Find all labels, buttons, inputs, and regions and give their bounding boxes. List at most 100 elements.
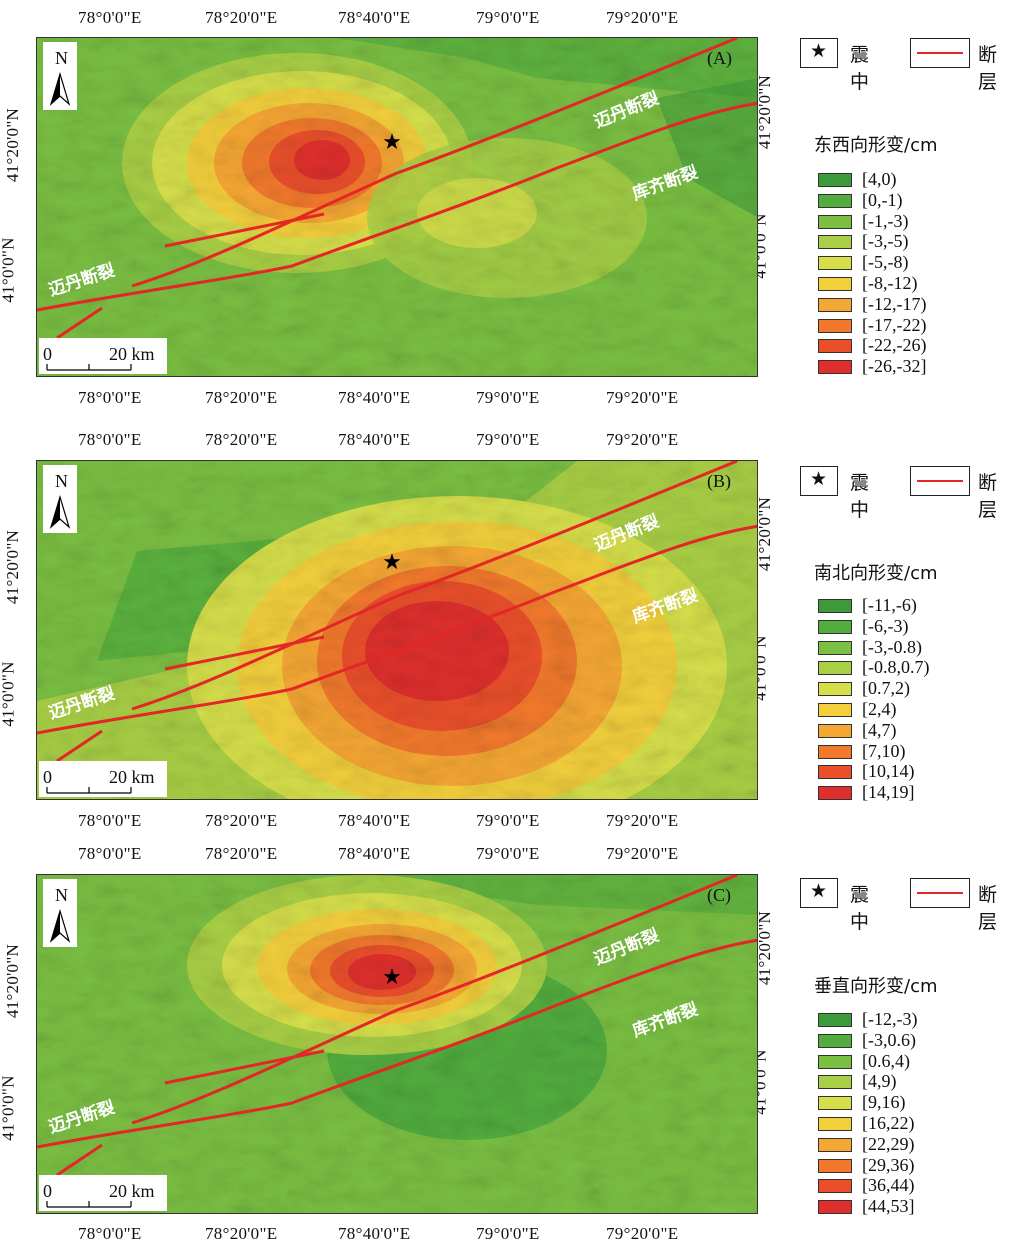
lon-tick-bottom: 78°40'0"E xyxy=(338,388,411,407)
legend-title: 南北向形变/cm xyxy=(814,563,938,584)
legend-range-label: [4,9) xyxy=(862,1071,897,1092)
legend-swatch xyxy=(818,661,852,676)
legend-swatch xyxy=(818,744,852,759)
legend-swatch xyxy=(818,1137,852,1152)
scale-bar xyxy=(46,1201,132,1208)
legend-swatch xyxy=(818,193,852,208)
lon-tick-top: 78°40'0"E xyxy=(338,844,411,863)
lat-tick-left: 41°0'0"N xyxy=(0,1075,18,1141)
lon-tick-top: 78°0'0"E xyxy=(78,844,142,863)
legend-swatch xyxy=(818,619,852,634)
scale-zero: 0 xyxy=(43,767,52,787)
lon-tick-bottom: 79°0'0"E xyxy=(476,1224,540,1243)
panel-label: (C) xyxy=(707,885,731,906)
legend-swatch xyxy=(818,360,852,375)
deformation-map-b: ★ 迈丹断裂 库齐断裂 迈丹断裂 N (B) 0 20 km xyxy=(36,460,758,800)
lon-tick-top: 79°20'0"E xyxy=(606,430,679,449)
legend-epicenter-label: 震中 xyxy=(850,884,870,933)
legend-swatch xyxy=(818,1158,852,1173)
deformation-map-a: ★ 迈丹断裂 库齐断裂 迈丹断裂 N (A) 0 20 km xyxy=(36,37,758,377)
lon-tick-top: 79°20'0"E xyxy=(606,844,679,863)
legend-range-label: [9,16) xyxy=(862,1092,906,1113)
scale-dist: 20 km xyxy=(109,767,155,787)
lon-tick-top: 79°20'0"E xyxy=(606,8,679,27)
scale-bar xyxy=(46,787,132,794)
scale-zero: 0 xyxy=(43,344,52,364)
legend-range-label: [-6,-3) xyxy=(862,615,909,636)
legend-range-label: [10,14) xyxy=(862,761,915,782)
lat-tick-left: 41°0'0"N xyxy=(0,237,18,303)
legend-swatch xyxy=(818,339,852,354)
legend-range-label: [-8,-12) xyxy=(862,273,918,293)
lon-tick-top: 79°0'0"E xyxy=(476,430,540,449)
scale-bar-box xyxy=(39,338,167,374)
legend-swatch xyxy=(818,173,852,187)
panel-label: (A) xyxy=(707,48,732,69)
legend-swatch xyxy=(818,318,852,333)
legend-swatch xyxy=(818,214,852,229)
legend-swatch xyxy=(818,277,852,291)
legend-range-label: [-3,-0.8) xyxy=(862,636,922,657)
lat-tick-right: 41°20'0"N xyxy=(755,910,775,986)
legend-range-label: [2,4) xyxy=(862,699,897,719)
lon-tick-bottom: 78°20'0"E xyxy=(205,811,278,830)
legend-swatch xyxy=(818,297,852,312)
legend-swatch xyxy=(818,1117,852,1131)
legend-swatch xyxy=(818,1075,852,1090)
north-label: N xyxy=(55,885,68,905)
lon-tick-bottom: 79°0'0"E xyxy=(476,388,540,407)
legend-range-label: [-12,-17) xyxy=(862,293,927,314)
legend-swatch xyxy=(818,765,852,780)
legend-range-label: [-0.8,0.7) xyxy=(862,657,930,678)
scale-dist: 20 km xyxy=(109,1181,155,1201)
lon-tick-bottom: 79°0'0"E xyxy=(476,811,540,830)
north-label: N xyxy=(55,48,68,68)
panel-label: (B) xyxy=(707,471,731,492)
legend-range-label: [16,22) xyxy=(862,1113,915,1133)
lon-tick-bottom: 78°20'0"E xyxy=(205,1224,278,1243)
scale-bar-box xyxy=(39,1175,167,1211)
legend-title: 垂直向形变/cm xyxy=(814,976,938,997)
lat-tick-left: 41°0'0"N xyxy=(0,661,18,727)
fault-line-icon xyxy=(917,892,963,894)
legend-range-label: [0.6,4) xyxy=(862,1050,910,1071)
lon-tick-bottom: 78°20'0"E xyxy=(205,388,278,407)
lat-tick-left: 41°20'0"N xyxy=(3,529,23,605)
scale-zero: 0 xyxy=(43,1181,52,1201)
legend-swatch xyxy=(818,640,852,655)
legend-range-label: [-22,-26) xyxy=(862,335,927,356)
legend-range-label: [-26,-32] xyxy=(862,356,927,377)
lon-tick-bottom: 79°20'0"E xyxy=(606,811,679,830)
legend-range-label: [-12,-3) xyxy=(862,1009,918,1029)
lon-tick-bottom: 79°20'0"E xyxy=(606,388,679,407)
legend-swatch xyxy=(818,723,852,738)
epicenter-star: ★ xyxy=(382,129,402,154)
scale-bar-box xyxy=(39,761,167,797)
lon-tick-bottom: 79°20'0"E xyxy=(606,1224,679,1243)
legend-swatch xyxy=(818,703,852,717)
legend-swatch xyxy=(818,786,852,801)
lat-tick-left: 41°20'0"N xyxy=(3,107,23,183)
legend-swatch xyxy=(818,1096,852,1111)
lon-tick-bottom: 78°0'0"E xyxy=(78,811,142,830)
epicenter-icon: ★ xyxy=(810,40,828,62)
legend-swatch xyxy=(818,1054,852,1069)
lon-tick-bottom: 78°40'0"E xyxy=(338,811,411,830)
lon-tick-bottom: 78°0'0"E xyxy=(78,1224,142,1243)
fault-line-icon xyxy=(917,52,963,54)
legend-range-label: [-17,-22) xyxy=(862,314,927,335)
scale-dist: 20 km xyxy=(109,344,155,364)
deformation-map-c: ★ 迈丹断裂 库齐断裂 迈丹断裂 N (C) 0 20 km xyxy=(36,874,758,1214)
legend-range-label: [14,19] xyxy=(862,782,915,803)
legend-range-label: [0,-1) xyxy=(862,189,903,210)
legend-range-label: [36,44) xyxy=(862,1175,915,1196)
legend-fault-label: 断层 xyxy=(978,884,998,933)
legend-range-label: [-5,-8) xyxy=(862,252,909,273)
lon-tick-top: 79°0'0"E xyxy=(476,844,540,863)
legend-swatch xyxy=(818,682,852,697)
legend-range-label: [4,0) xyxy=(862,169,897,189)
legend-title: 东西向形变/cm xyxy=(814,135,938,156)
lon-tick-top: 78°20'0"E xyxy=(205,844,278,863)
lat-tick-left: 41°20'0"N xyxy=(3,943,23,1019)
epicenter-icon: ★ xyxy=(810,880,828,902)
